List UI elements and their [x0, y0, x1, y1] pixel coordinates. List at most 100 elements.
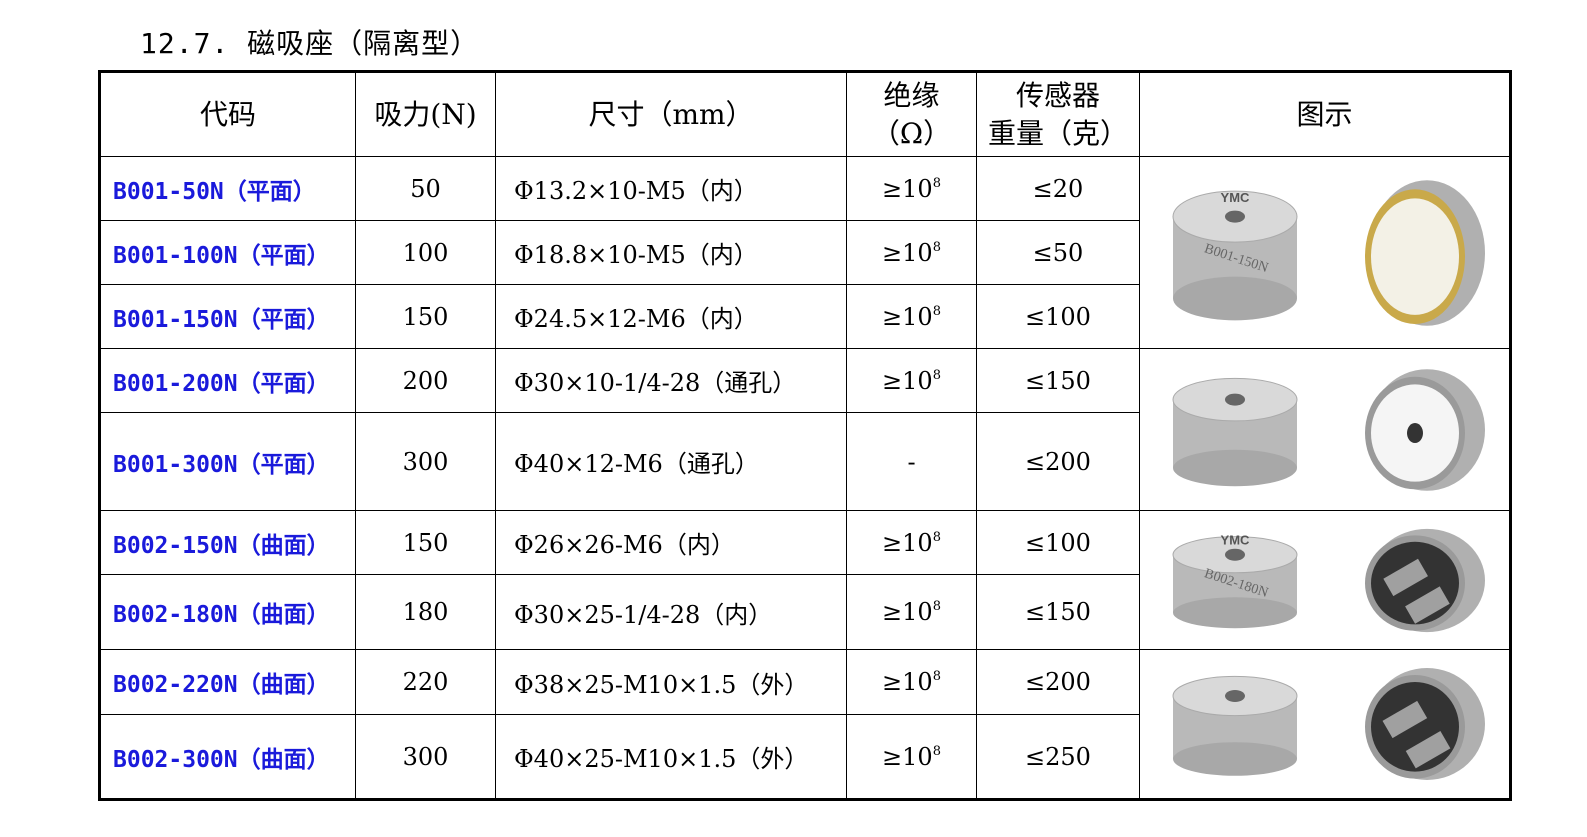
product-image-cell: YMC B001-150N: [1139, 156, 1511, 349]
product-code: B001-100N（平面）: [99, 220, 356, 285]
insulation-base: -: [907, 447, 916, 476]
suction-force: 200: [355, 348, 496, 413]
insulation-base: ≥10: [882, 528, 933, 557]
header-row: 代码 吸力(N) 尺寸（mm） 绝缘 （Ω） 传感器重量（克） 图示: [99, 71, 1511, 157]
header-code: 代码: [99, 71, 356, 157]
table-row: B001-200N（平面） 200 Φ30×10-1/4-28（通孔） ≥108 ≤15…: [99, 348, 1511, 511]
suction-force: 150: [355, 510, 496, 575]
header-insulation-line1: 绝缘: [883, 78, 940, 112]
insulation-exponent: 8: [932, 669, 941, 684]
insulation-exponent: 8: [932, 529, 941, 545]
header-image: 图示: [1139, 71, 1511, 157]
section-title: 12.7. 磁吸座（隔离型）: [140, 27, 480, 60]
dimensions: Φ24.5×12-M6（内）: [495, 284, 847, 349]
dimensions: Φ18.8×10-M5（内）: [495, 220, 847, 285]
insulation-base: ≥10: [882, 742, 933, 771]
sensor-weight: ≤200: [976, 412, 1140, 511]
product-images: [1140, 354, 1509, 506]
suction-force: 50: [355, 156, 496, 221]
dimensions: Φ30×25-1/4-28（内）: [495, 574, 847, 650]
sensor-weight: ≤100: [976, 284, 1140, 349]
sensor-weight: ≤50: [976, 220, 1140, 285]
table-row: B001-150N（平面） 150 Φ24.5×12-M6（内） ≥108 ≤100: [99, 284, 1511, 349]
insulation-base: ≥10: [882, 366, 933, 395]
insulation-exponent: 8: [932, 743, 941, 759]
suction-force: 300: [355, 412, 496, 511]
dimensions: Φ40×12-M6（通孔）: [495, 412, 847, 511]
product-brand-label: YMC: [1220, 190, 1250, 205]
dimensions: Φ13.2×10-M5（内）: [495, 156, 847, 221]
product-photo: [1172, 675, 1298, 776]
insulation: ≥108: [846, 510, 977, 575]
insulation: ≥108: [846, 574, 977, 650]
table-row: B001-300N（平面） 300 Φ40×12-M6（通孔） - ≤200: [99, 412, 1511, 511]
insulation: ≥108: [846, 284, 977, 349]
product-code: B001-300N（平面）: [99, 412, 356, 511]
product-photo: [1365, 528, 1486, 632]
header-insulation: 绝缘 （Ω）: [846, 71, 977, 157]
product-image-cell: YMC B002-180N: [1139, 510, 1511, 650]
dimensions: Φ38×25-M10×1.5（外）: [495, 649, 847, 715]
product-code: B002-180N（曲面）: [99, 574, 356, 650]
insulation-base: ≥10: [882, 238, 933, 267]
table-row: B002-300N（曲面） 300 Φ40×25-M10×1.5（外） ≥108 ≤25…: [99, 714, 1511, 800]
header-insulation-line2: （Ω）: [871, 116, 952, 150]
insulation-exponent: 8: [932, 599, 941, 614]
dimensions: Φ26×26-M6（内）: [495, 510, 847, 575]
insulation-base: ≥10: [882, 302, 933, 331]
table-row: B002-220N（曲面） 220 Φ38×25-M10×1.5（外） ≥108 ≤20…: [99, 649, 1511, 800]
suction-force: 100: [355, 220, 496, 285]
insulation-exponent: 8: [932, 303, 941, 319]
insulation: ≥108: [846, 714, 977, 800]
suction-force: 220: [355, 649, 496, 715]
product-image-cell: [1139, 649, 1511, 800]
sensor-weight: ≤20: [976, 156, 1140, 221]
insulation-base: ≥10: [882, 598, 933, 626]
dimensions: Φ40×25-M10×1.5（外）: [495, 714, 847, 800]
product-photo: [1365, 179, 1486, 326]
insulation-exponent: 8: [932, 175, 941, 191]
product-photo: [1365, 368, 1486, 491]
table-row: B001-100N（平面） 100 Φ18.8×10-M5（内） ≥108 ≤50: [99, 220, 1511, 285]
sensor-weight: ≤100: [976, 510, 1140, 575]
insulation: ≥108: [846, 649, 977, 715]
suction-force: 180: [355, 574, 496, 650]
sensor-weight: ≤150: [976, 574, 1140, 650]
header-weight-line2: 重量（克）: [987, 116, 1128, 150]
table-row: B002-150N（曲面） 150 Φ26×26-M6（内） ≥108 ≤100 YMC B…: [99, 510, 1511, 650]
sensor-weight: ≤200: [976, 649, 1140, 715]
product-images: YMC B002-180N: [1140, 516, 1509, 645]
insulation-exponent: 8: [932, 367, 941, 383]
header-weight-line1: 传感器: [1015, 78, 1100, 112]
product-code: B001-200N（平面）: [99, 348, 356, 413]
suction-force: 150: [355, 284, 496, 349]
insulation: ≥108: [846, 220, 977, 285]
sensor-weight: ≤150: [976, 348, 1140, 413]
product-images: YMC B001-150N: [1140, 162, 1509, 344]
insulation-base: ≥10: [882, 174, 933, 203]
insulation-base: ≥10: [882, 668, 933, 696]
product-code: B002-150N（曲面）: [99, 510, 356, 575]
suction-force: 300: [355, 714, 496, 800]
product-images: [1140, 654, 1509, 794]
header-force: 吸力(N): [355, 71, 496, 157]
product-photo: [1172, 377, 1298, 486]
dimensions: Φ30×10-1/4-28（通孔）: [495, 348, 847, 413]
product-code: B001-50N（平面）: [99, 156, 356, 221]
product-code: B002-300N（曲面）: [99, 714, 356, 800]
product-photo: [1365, 668, 1486, 780]
product-brand-label: YMC: [1220, 532, 1250, 547]
magnetic-base-spec-table: 代码 吸力(N) 尺寸（mm） 绝缘 （Ω） 传感器重量（克） 图示 B001-5…: [98, 70, 1512, 801]
insulation: ≥108: [846, 348, 977, 413]
insulation: ≥108: [846, 156, 977, 221]
product-code: B001-150N（平面）: [99, 284, 356, 349]
insulation-exponent: 8: [932, 239, 941, 255]
sensor-weight: ≤250: [976, 714, 1140, 800]
header-size: 尺寸（mm）: [495, 71, 847, 157]
insulation: -: [846, 412, 977, 511]
product-code: B002-220N（曲面）: [99, 649, 356, 715]
table-row: B001-50N（平面） 50 Φ13.2×10-M5（内） ≥108 ≤20 YMC B0…: [99, 156, 1511, 349]
header-weight: 传感器重量（克）: [976, 71, 1140, 157]
